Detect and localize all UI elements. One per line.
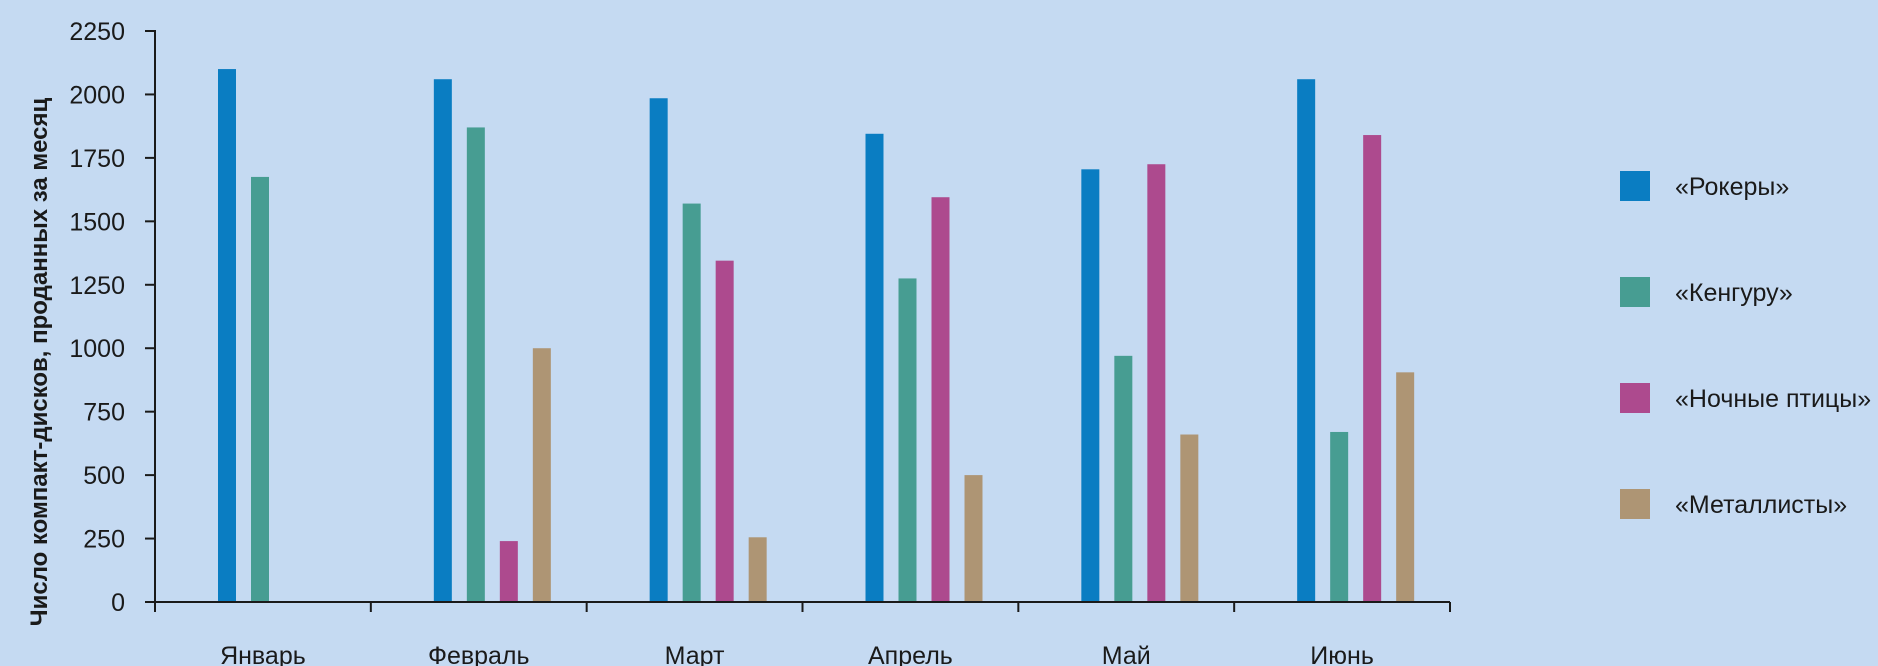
bar-2-1 (251, 176, 269, 602)
axes-layer: 0 250 500 750 1000 1250 1500 1750 2000 2250 Январь… (69, 18, 1451, 666)
legend-label-4: «Металлисты» (1675, 491, 1847, 519)
legend-swatch-2 (1620, 277, 1650, 307)
bar-2-3 (682, 203, 701, 602)
y-tick-label-9: 2250 (69, 18, 125, 46)
bar-2-6 (1330, 431, 1349, 602)
y-tick-label-3: 750 (83, 399, 125, 427)
bar-3-2 (499, 541, 518, 602)
bar-2-2 (466, 127, 485, 603)
y-tick-label-8: 2000 (69, 81, 125, 109)
y-axis-title-group: Число компакт-дисков, проданных за месяц (26, 98, 53, 627)
bar-1-3 (649, 98, 668, 603)
legend-label-1: «Рокеры» (1675, 173, 1789, 201)
y-tick-label-7: 1750 (69, 145, 125, 173)
bar-3-4 (931, 197, 950, 603)
bar-1-5 (1081, 169, 1100, 602)
legend-swatch-1 (1620, 171, 1650, 201)
x-tick-label-4: Апрель (868, 642, 953, 666)
y-tick-label-2: 500 (83, 462, 125, 490)
bar-4-5 (1180, 434, 1199, 602)
bar-1-1 (218, 69, 236, 603)
bar-2-4 (898, 278, 917, 602)
bar-4-4 (964, 475, 983, 602)
y-tick-label-1: 250 (83, 526, 125, 554)
y-tick-label-4: 1000 (69, 335, 125, 363)
bar-3-6 (1363, 135, 1382, 602)
bar-3-3 (715, 260, 734, 602)
y-tick-label-5: 1250 (69, 272, 125, 300)
y-axis-title: Число компакт-дисков, проданных за месяц (26, 98, 53, 627)
bar-1-6 (1297, 79, 1316, 603)
x-tick-label-1: Январь (220, 642, 306, 666)
bar-4-6 (1396, 372, 1415, 602)
x-tick-label-3: Март (665, 642, 725, 666)
bar-4-3 (748, 537, 767, 602)
bar-4-2 (532, 348, 551, 602)
legend-label-2: «Кенгуру» (1675, 279, 1793, 307)
bars-layer (218, 69, 1415, 603)
bar-1-4 (865, 133, 884, 602)
legend-label-3: «Ночные птицы» (1675, 385, 1871, 413)
x-tick-label-2: Февраль (428, 642, 530, 666)
bar-1-2 (433, 79, 452, 603)
legend-swatch-3 (1620, 383, 1650, 413)
y-tick-label-6: 1500 (69, 208, 125, 236)
legend-swatch-4 (1620, 489, 1650, 519)
bar-3-5 (1147, 164, 1166, 602)
y-tick-label-0: 0 (111, 589, 125, 617)
legend: «Рокеры» «Кенгуру» «Ночные птицы» «Металлис… (1620, 171, 1871, 519)
bar-2-5 (1114, 355, 1133, 602)
x-tick-label-6: Июнь (1310, 642, 1374, 666)
x-tick-label-5: Май (1102, 642, 1151, 666)
